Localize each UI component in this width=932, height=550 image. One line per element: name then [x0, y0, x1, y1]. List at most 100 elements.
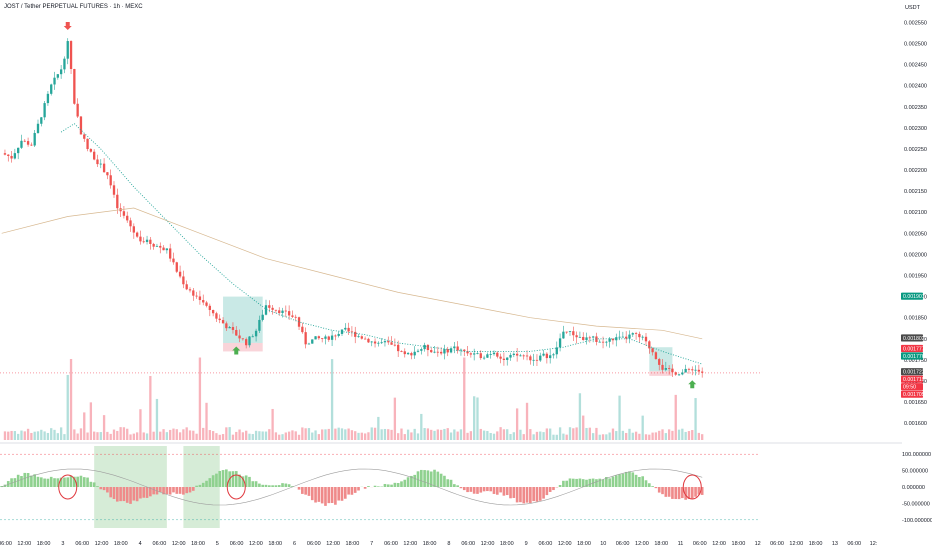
time-tick-label: 06:00: [770, 541, 784, 547]
volume-bar: [162, 429, 165, 440]
histogram-bar: [674, 487, 678, 500]
candle: [79, 116, 83, 135]
volume-bar: [132, 433, 135, 440]
candle: [486, 354, 489, 358]
histogram-bar: [218, 470, 222, 487]
volume-bar: [46, 432, 50, 440]
histogram-bar: [26, 473, 30, 487]
candle: [337, 333, 340, 336]
candle: [591, 336, 595, 338]
candle: [139, 236, 142, 242]
time-tick-label: 5: [216, 541, 219, 547]
candle: [182, 276, 185, 285]
volume-bar: [185, 427, 188, 440]
candle: [449, 348, 453, 353]
histogram-bar: [476, 487, 479, 494]
volume-bar: [473, 396, 476, 440]
time-tick-label: 12:00: [558, 541, 572, 547]
volume-bar: [634, 431, 638, 440]
candle: [93, 151, 96, 160]
candle: [155, 245, 159, 247]
candle: [638, 333, 641, 338]
candle: [367, 338, 370, 343]
volume-bar: [502, 429, 506, 440]
candle: [50, 84, 53, 94]
volume-bar: [677, 429, 681, 440]
histogram-bar: [396, 482, 400, 487]
histogram-bar: [337, 487, 341, 501]
volume-bar: [112, 429, 116, 440]
price-tag-label: 0.001776: [903, 354, 925, 360]
histogram-bar: [472, 487, 476, 494]
histogram-bar: [281, 483, 284, 487]
chart-title: JOST / Tether PERPETUAL FUTURES · 1h · M…: [4, 4, 143, 10]
histogram-bar: [248, 476, 251, 487]
candle: [192, 290, 195, 296]
histogram-bar: [571, 478, 575, 487]
time-tick-label: 9: [525, 541, 528, 547]
histogram-bar: [152, 487, 155, 495]
volume-bar: [155, 398, 159, 440]
candle: [291, 315, 294, 317]
volume-bar: [525, 402, 529, 440]
histogram-bar: [357, 487, 360, 491]
volume-bar: [436, 429, 439, 440]
histogram-bar: [657, 487, 661, 493]
volume-bar: [106, 431, 109, 440]
histogram-bar: [535, 487, 539, 502]
price-tick-label: 0.002300: [904, 126, 927, 132]
histogram-bar: [377, 486, 380, 487]
histogram-bar: [82, 477, 86, 487]
oscillator-axis[interactable]: 100.000000 50.000000 0.000000 -50.000000 -10…: [902, 452, 932, 524]
candle: [334, 335, 337, 337]
time-tick-label: 11: [678, 541, 684, 547]
volume-bar: [648, 434, 651, 440]
candle: [555, 347, 558, 355]
histogram-bar: [456, 485, 459, 487]
histogram-bar: [687, 487, 691, 500]
candle: [254, 330, 258, 337]
candle: [459, 349, 463, 351]
time-tick-label: 18:00: [346, 541, 360, 547]
histogram-bar: [479, 487, 483, 493]
histogram-bar: [185, 487, 189, 494]
histogram-bar: [49, 476, 53, 487]
candle: [625, 336, 628, 339]
volume-bar: [651, 432, 654, 440]
candle: [23, 140, 26, 142]
histogram-bar: [700, 487, 704, 495]
volume-bar: [231, 434, 235, 440]
histogram-bar: [39, 477, 43, 487]
candle: [476, 353, 479, 355]
candle: [63, 58, 66, 70]
histogram-bar: [512, 487, 516, 498]
candle: [499, 356, 502, 359]
candle: [281, 310, 284, 314]
histogram-bar: [393, 482, 397, 487]
histogram-bar: [10, 478, 13, 487]
price-tick-label: 0.002150: [904, 189, 927, 195]
candles[interactable]: [3, 38, 704, 378]
candle: [66, 41, 69, 59]
volume-bar: [449, 432, 453, 440]
signal-circle-0: [58, 474, 78, 500]
candle: [357, 336, 360, 338]
volume-bar: [102, 415, 106, 440]
signal-arrows: [63, 22, 697, 389]
histogram-bar: [502, 487, 506, 496]
histogram-bar: [135, 487, 139, 502]
histogram-bar: [261, 484, 265, 487]
candle: [691, 369, 694, 371]
histogram-bar: [96, 486, 99, 487]
volume-bar: [558, 427, 562, 440]
candle: [654, 352, 658, 360]
time-tick-label: 12:: [870, 541, 878, 547]
histogram-bar: [327, 487, 331, 504]
candle: [611, 338, 615, 341]
candle: [529, 356, 532, 361]
price-axis[interactable]: 0.002550 0.002500 0.002450 0.002400 0.002350…: [904, 20, 927, 427]
candle: [684, 368, 687, 373]
time-axis[interactable]: 06:00 12:00 18:00 3 06:00 12:00 18:00 4 06:00 12:…: [0, 541, 878, 547]
volume-bar: [667, 429, 671, 440]
